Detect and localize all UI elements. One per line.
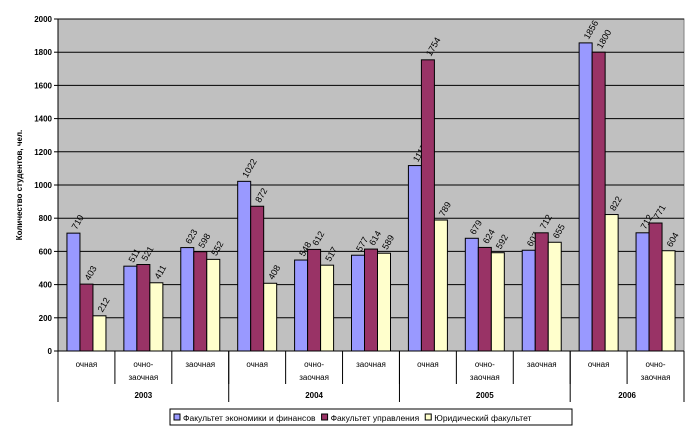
- bar: [364, 248, 378, 352]
- legend-swatch: [173, 413, 181, 421]
- bar: [604, 214, 619, 352]
- bar: [464, 237, 479, 352]
- y-tick-label: 200: [39, 314, 53, 323]
- bar: [237, 180, 252, 352]
- bar: [92, 315, 107, 352]
- category-label: очно-: [646, 360, 666, 369]
- group-label: 2006: [618, 391, 636, 400]
- legend-swatch: [321, 413, 329, 421]
- bar: [206, 258, 221, 352]
- bar: [591, 51, 606, 352]
- y-tick-label: 400: [39, 281, 53, 290]
- legend-label: Юридический факультет: [434, 413, 531, 423]
- bar: [521, 249, 536, 352]
- y-tick-label: 600: [39, 247, 53, 256]
- bar: [648, 222, 663, 352]
- legend: [169, 408, 573, 426]
- y-axis-title: Количество студентов, чел.: [15, 130, 24, 240]
- bar: [407, 165, 422, 352]
- y-tick-label: 1600: [34, 81, 52, 90]
- bar: [490, 252, 505, 352]
- bar: [79, 283, 94, 352]
- bar: [320, 264, 335, 352]
- category-label: заочная: [185, 360, 215, 369]
- category-label: заочная: [527, 360, 557, 369]
- bar: [263, 282, 278, 352]
- bar: [420, 59, 435, 352]
- category-label: очно-: [304, 360, 324, 369]
- y-tick-label: 1400: [34, 115, 52, 124]
- group-label: 2005: [476, 391, 494, 400]
- bar: [534, 232, 549, 352]
- y-tick-label: 1200: [34, 148, 52, 157]
- category-label: заочная: [641, 373, 671, 382]
- y-tick-label: 1800: [34, 48, 52, 57]
- legend-label: Факультет управления: [331, 413, 420, 423]
- bar: [149, 282, 164, 352]
- legend-swatch: [424, 413, 432, 421]
- bar: [250, 205, 265, 352]
- category-label: очная: [246, 360, 268, 369]
- bar: [477, 246, 492, 352]
- bar: [180, 247, 195, 352]
- category-label: очная: [417, 360, 439, 369]
- bar: [635, 232, 650, 352]
- category-label: очная: [588, 360, 610, 369]
- legend-label: Факультет экономики и финансов: [183, 413, 316, 423]
- y-tick-label: 800: [39, 214, 53, 223]
- category-label: заочная: [356, 360, 386, 369]
- group-label: 2004: [305, 391, 323, 400]
- category-label: очная: [76, 360, 98, 369]
- bar: [351, 254, 365, 352]
- bar: [307, 248, 322, 352]
- bar: [578, 42, 593, 352]
- bar: [193, 251, 208, 352]
- bar: [661, 250, 676, 352]
- bar: [433, 219, 448, 352]
- y-tick-label: 0: [48, 347, 53, 356]
- category-label: очно-: [475, 360, 495, 369]
- bar: [547, 241, 562, 352]
- bar: [66, 232, 81, 352]
- bar: [294, 259, 309, 352]
- category-label: очно-: [133, 360, 153, 369]
- bar: [123, 265, 138, 352]
- bar: [136, 264, 151, 352]
- bar: [377, 252, 391, 352]
- category-label: заочная: [299, 373, 329, 382]
- group-label: 2003: [134, 391, 152, 400]
- category-label: заочная: [470, 373, 500, 382]
- category-label: заочная: [128, 373, 158, 382]
- y-tick-label: 2000: [34, 15, 52, 24]
- y-tick-label: 1000: [34, 181, 52, 190]
